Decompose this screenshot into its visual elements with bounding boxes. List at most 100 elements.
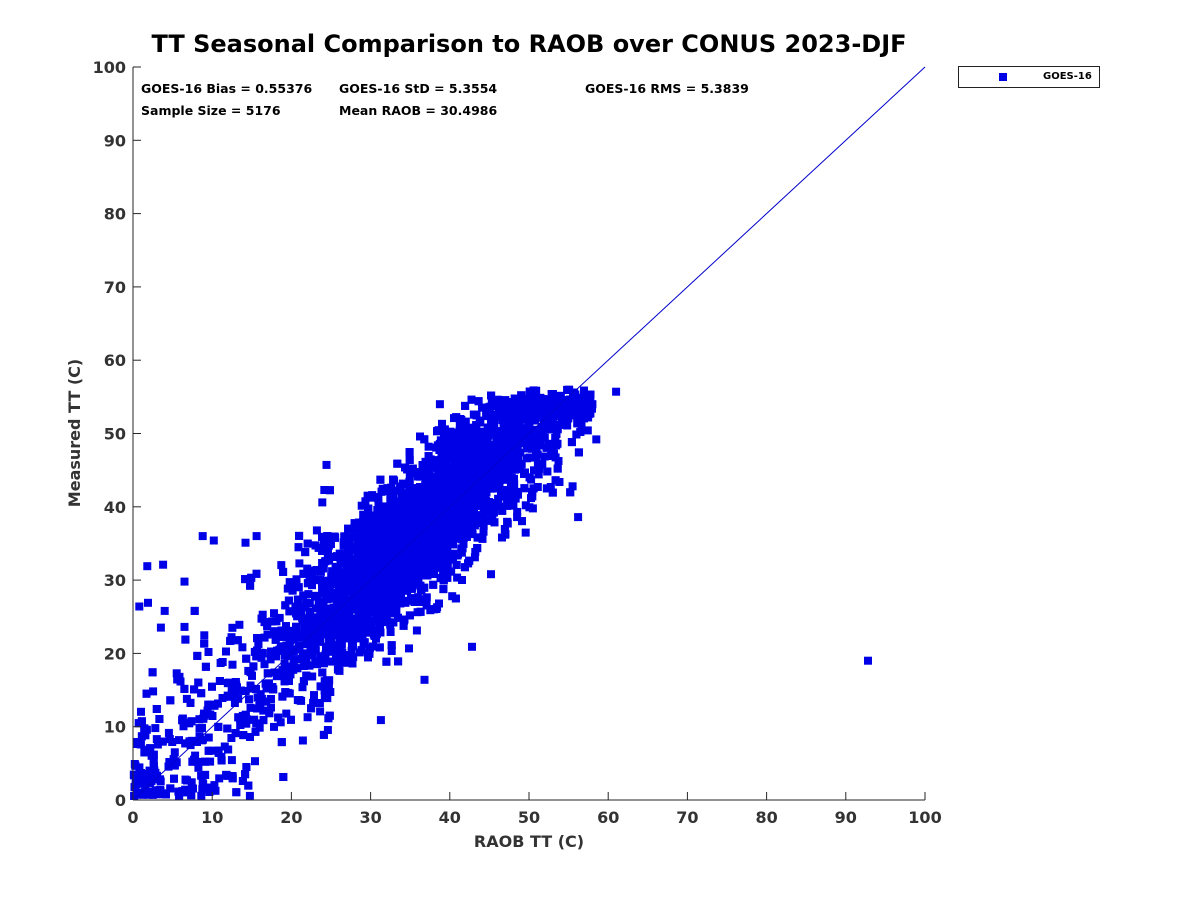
data-point [440,425,449,434]
data-point [285,607,294,616]
data-point [151,724,160,733]
data-point [302,598,311,607]
data-point [142,770,151,779]
data-point [385,512,394,521]
data-point [200,631,209,640]
data-point [492,412,501,421]
data-point [235,620,244,629]
data-point [372,561,381,570]
data-point [315,636,323,645]
data-point [490,424,499,433]
data-point [180,684,189,693]
data-point [149,687,158,696]
data-point [228,623,237,632]
data-point [433,487,442,496]
data-point [371,493,380,502]
data-point [413,490,422,498]
data-point [454,489,463,498]
data-point [376,628,385,637]
data-point [512,449,520,458]
data-point [347,602,356,611]
data-point [299,569,308,578]
data-point [424,477,433,485]
data-point [439,567,448,576]
data-point [402,520,411,529]
data-point [166,784,175,793]
data-point [310,575,319,584]
data-point [238,777,247,785]
data-point [335,569,344,578]
data-point [217,756,226,765]
data-point [277,626,286,635]
data-point [280,651,289,660]
data-point [262,684,271,693]
data-point [400,615,409,624]
data-point [295,559,304,568]
data-point [353,534,362,543]
data-point [169,755,178,764]
data-point [423,523,432,532]
data-point [422,595,431,604]
data-point [237,686,245,695]
data-point [242,715,251,724]
data-point [326,633,335,642]
data-point [416,607,425,616]
data-point [204,746,213,755]
data-point [322,642,330,651]
data-point [148,668,157,677]
data-point [323,605,332,614]
data-point [479,512,488,521]
data-point [246,581,255,590]
data-point [428,495,437,504]
data-point [434,477,443,486]
data-point [586,409,595,418]
data-point [283,662,292,671]
data-point [504,450,513,459]
data-point [338,648,347,657]
data-point [189,784,197,793]
data-point [517,391,526,400]
data-point [464,423,473,432]
data-point [512,397,521,406]
data-point [362,621,371,630]
data-point [137,707,145,716]
data-point [473,544,482,553]
data-point [341,654,349,663]
data-point [241,575,250,584]
data-point [257,694,266,703]
data-point [134,738,143,746]
data-point [186,698,195,707]
data-point [449,428,458,437]
data-point [258,649,267,658]
data-point [517,438,526,447]
data-point [303,637,312,646]
data-point [441,552,450,561]
data-point [394,657,403,666]
data-point [259,706,268,715]
data-point [477,481,486,489]
data-point [307,704,316,713]
data-point [344,634,353,643]
data-point [327,572,336,581]
data-point [470,426,478,435]
data-point [496,443,505,452]
data-point [280,677,289,686]
data-point [180,622,189,631]
data-point [457,544,466,553]
data-point [289,665,298,674]
data-point [301,548,310,557]
data-point [555,478,564,486]
data-point [532,386,541,395]
data-point [254,640,263,649]
data-point [418,541,427,550]
data-point [338,591,347,600]
data-point [416,525,425,533]
data-point [255,723,264,732]
data-point [283,584,292,593]
data-point [443,522,452,531]
data-point [320,693,329,702]
data-point [333,665,342,674]
data-point [436,547,445,556]
data-point [131,761,140,770]
data-point [464,559,473,568]
